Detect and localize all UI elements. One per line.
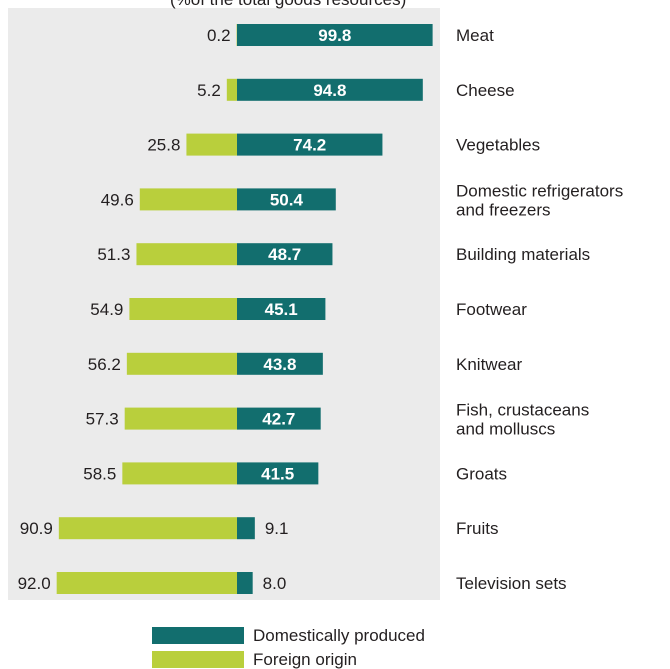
category-label-television-sets: Television sets (456, 574, 567, 593)
value-label-foreign-knitwear: 56.2 (88, 355, 121, 374)
bar-domestic-television-sets (237, 572, 253, 594)
legend-swatch-domestic (152, 627, 244, 644)
value-label-domestic-television-sets: 8.0 (263, 574, 287, 593)
legend: Domestically produced Foreign origin (152, 626, 425, 669)
bar-foreign-cheese (226, 78, 237, 101)
value-label-domestic-meat: 99.8 (318, 26, 351, 45)
value-label-domestic-vegetables: 74.2 (293, 136, 326, 155)
bar-domestic-knitwear (237, 352, 323, 375)
value-label-domestic-fruits: 9.1 (265, 519, 289, 538)
bar-foreign-fruits (58, 517, 237, 540)
bar-domestic-building-materials (237, 243, 333, 266)
bar-foreign-groats (122, 462, 237, 485)
bar-foreign-footwear (129, 298, 237, 320)
value-label-domestic-fish-crustaceans: 42.7 (262, 410, 295, 429)
legend-swatch-foreign (152, 651, 244, 668)
bar-foreign-domestic-refrigerators (139, 188, 237, 211)
bar-domestic-fruits (237, 517, 255, 540)
value-label-foreign-domestic-refrigerators: 49.6 (101, 190, 134, 209)
value-label-foreign-cheese: 5.2 (197, 81, 221, 100)
value-label-domestic-knitwear: 43.8 (263, 355, 296, 374)
value-label-foreign-meat: 0.2 (207, 26, 231, 45)
category-label-vegetables: Vegetables (456, 136, 540, 155)
value-label-domestic-building-materials: 48.7 (268, 245, 301, 264)
bar-domestic-meat (237, 24, 433, 46)
bar-domestic-footwear (237, 298, 326, 320)
value-label-foreign-footwear: 54.9 (90, 300, 123, 319)
category-label-building-materials: Building materials (456, 245, 590, 264)
legend-label-foreign: Foreign origin (253, 650, 357, 669)
bar-foreign-vegetables (186, 133, 237, 156)
chart-title-fragment: (%of the total goods resources) (170, 0, 406, 9)
legend-label-domestic: Domestically produced (253, 626, 425, 645)
category-label-groats: Groats (456, 464, 507, 483)
bar-domestic-cheese (237, 78, 423, 101)
value-label-domestic-footwear: 45.1 (265, 300, 298, 319)
bar-foreign-building-materials (136, 243, 237, 266)
bar-foreign-television-sets (56, 572, 238, 594)
bar-domestic-domestic-refrigerators (237, 188, 336, 211)
category-label-fish-crustaceans: Fish, crustaceans and molluscs (456, 401, 589, 439)
value-label-domestic-groats: 41.5 (261, 464, 294, 483)
category-label-domestic-refrigerators: Domestic refrigerators and freezers (456, 181, 623, 219)
bar-domestic-fish-crustaceans (237, 407, 321, 430)
value-label-foreign-groats: 58.5 (83, 464, 116, 483)
value-label-domestic-cheese: 94.8 (313, 81, 346, 100)
bar-foreign-knitwear (126, 352, 237, 375)
value-label-foreign-television-sets: 92.0 (18, 574, 51, 593)
bar-domestic-vegetables (237, 133, 383, 156)
category-label-fruits: Fruits (456, 519, 499, 538)
value-label-foreign-building-materials: 51.3 (97, 245, 130, 264)
value-label-foreign-fruits: 90.9 (20, 519, 53, 538)
value-label-foreign-vegetables: 25.8 (147, 136, 180, 155)
value-label-foreign-fish-crustaceans: 57.3 (86, 410, 119, 429)
bar-foreign-fish-crustaceans (124, 407, 237, 430)
value-label-domestic-domestic-refrigerators: 50.4 (270, 190, 304, 209)
category-label-footwear: Footwear (456, 300, 527, 319)
category-label-cheese: Cheese (456, 81, 515, 100)
category-label-meat: Meat (456, 26, 494, 45)
bar-domestic-groats (237, 462, 319, 485)
category-label-knitwear: Knitwear (456, 355, 522, 374)
